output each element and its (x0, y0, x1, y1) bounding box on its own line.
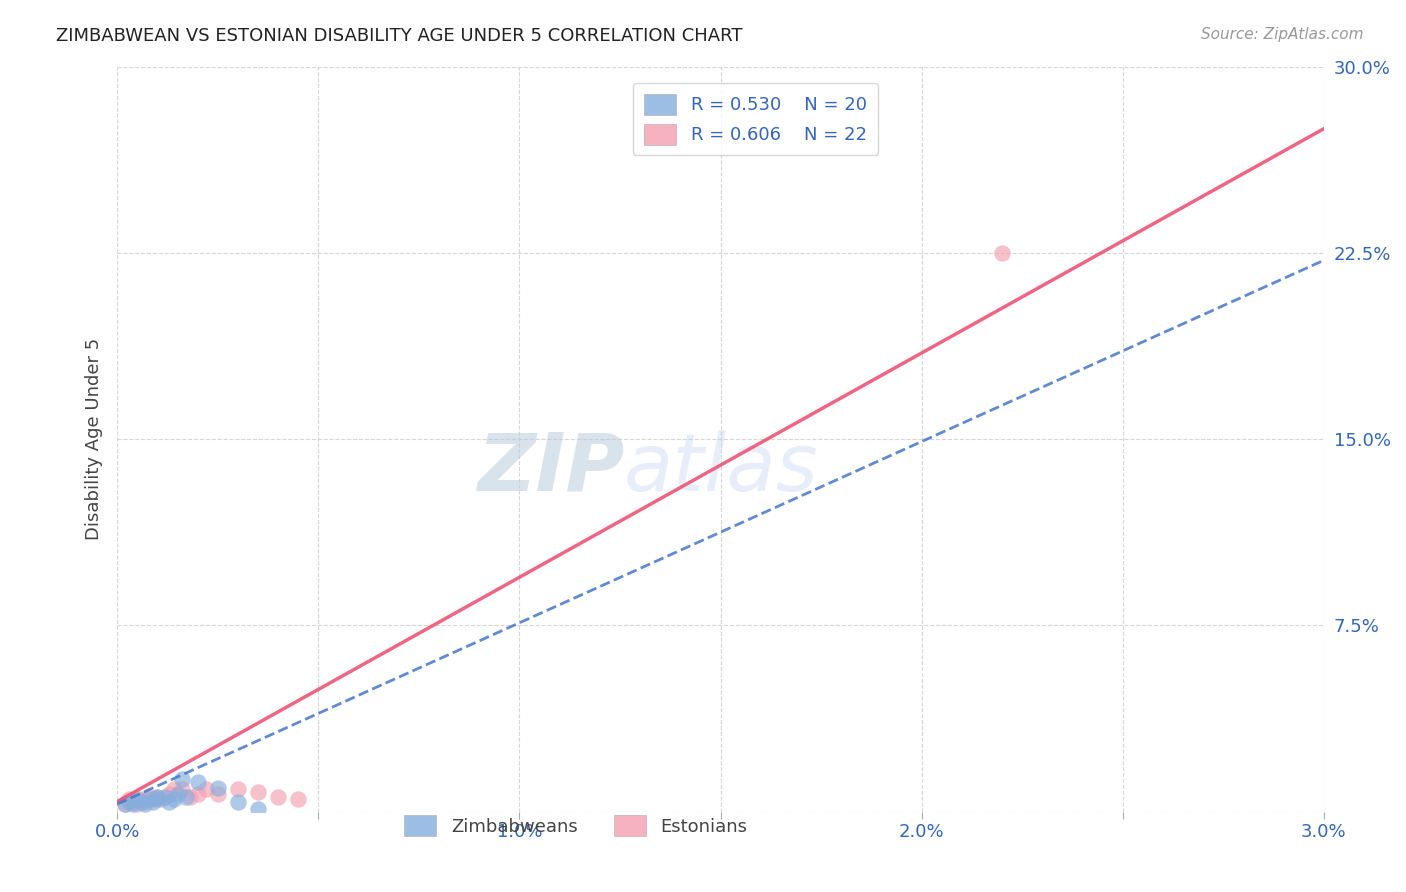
Point (159, 787, 181, 801)
Point (127, 797, 149, 811)
Point (194, 782, 217, 797)
Point (118, 795, 141, 809)
Point (142, 792, 165, 806)
Point (162, 782, 184, 797)
Point (246, 802, 269, 816)
Point (287, 792, 309, 806)
Point (146, 792, 169, 806)
Point (174, 789, 197, 804)
Point (146, 789, 169, 804)
Point (138, 789, 160, 804)
Point (187, 774, 209, 789)
Point (162, 792, 184, 806)
Point (226, 782, 249, 797)
Point (179, 789, 201, 804)
Point (170, 772, 193, 787)
Point (146, 789, 169, 804)
Point (246, 785, 269, 799)
Legend: Zimbabweans, Estonians: Zimbabweans, Estonians (396, 808, 755, 844)
Point (267, 789, 290, 804)
Point (138, 792, 160, 806)
Point (226, 795, 249, 809)
Point (170, 782, 193, 797)
Point (114, 797, 136, 811)
Point (114, 797, 136, 811)
Point (122, 795, 145, 809)
Point (155, 789, 177, 804)
Point (122, 797, 145, 811)
Y-axis label: Disability Age Under 5: Disability Age Under 5 (86, 338, 103, 541)
Point (127, 792, 149, 806)
Point (187, 787, 209, 801)
Text: Source: ZipAtlas.com: Source: ZipAtlas.com (1201, 27, 1364, 42)
Point (134, 797, 156, 811)
Point (142, 795, 165, 809)
Text: atlas: atlas (624, 430, 818, 508)
Point (166, 787, 188, 801)
Point (118, 792, 141, 806)
Point (159, 795, 181, 809)
Point (131, 792, 153, 806)
Point (131, 795, 153, 809)
Text: ZIP: ZIP (477, 430, 624, 508)
Point (150, 792, 173, 806)
Point (207, 787, 229, 801)
Point (207, 780, 229, 795)
Text: ZIMBABWEAN VS ESTONIAN DISABILITY AGE UNDER 5 CORRELATION CHART: ZIMBABWEAN VS ESTONIAN DISABILITY AGE UN… (56, 27, 742, 45)
Point (991, 245, 1014, 260)
Point (134, 795, 156, 809)
